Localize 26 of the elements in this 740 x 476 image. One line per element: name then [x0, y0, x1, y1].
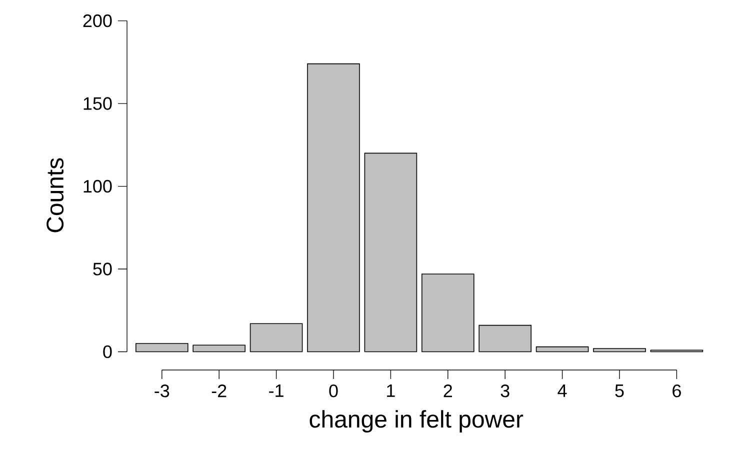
bar — [364, 152, 418, 352]
bar — [307, 63, 360, 352]
x-tick-label: -1 — [269, 384, 284, 397]
x-axis-title: change in felt power — [310, 410, 524, 433]
bar — [136, 343, 188, 352]
y-tick-label: 150 — [84, 97, 112, 110]
x-tick-label: 5 — [615, 384, 624, 398]
x-tick-label: 3 — [500, 384, 510, 398]
y-tick-label: 200 — [83, 14, 112, 28]
x-tick-label: 6 — [672, 384, 681, 398]
bar — [250, 323, 303, 352]
bar — [421, 274, 474, 352]
bar — [478, 324, 532, 352]
x-tick-label: 4 — [558, 384, 567, 397]
x-tick-label: -2 — [212, 384, 226, 398]
y-tick-label: 100 — [84, 180, 112, 193]
x-tick-label: 1 — [387, 384, 395, 397]
bar — [192, 344, 246, 352]
y-tick-label: 0 — [103, 345, 112, 358]
y-tick-label: 50 — [93, 262, 112, 276]
y-axis-title: Counts — [46, 158, 64, 232]
bar — [593, 348, 646, 352]
x-tick-label: 2 — [444, 384, 452, 398]
bar — [536, 346, 589, 352]
x-tick-label: -3 — [154, 384, 170, 398]
x-tick-label: 0 — [329, 384, 338, 398]
